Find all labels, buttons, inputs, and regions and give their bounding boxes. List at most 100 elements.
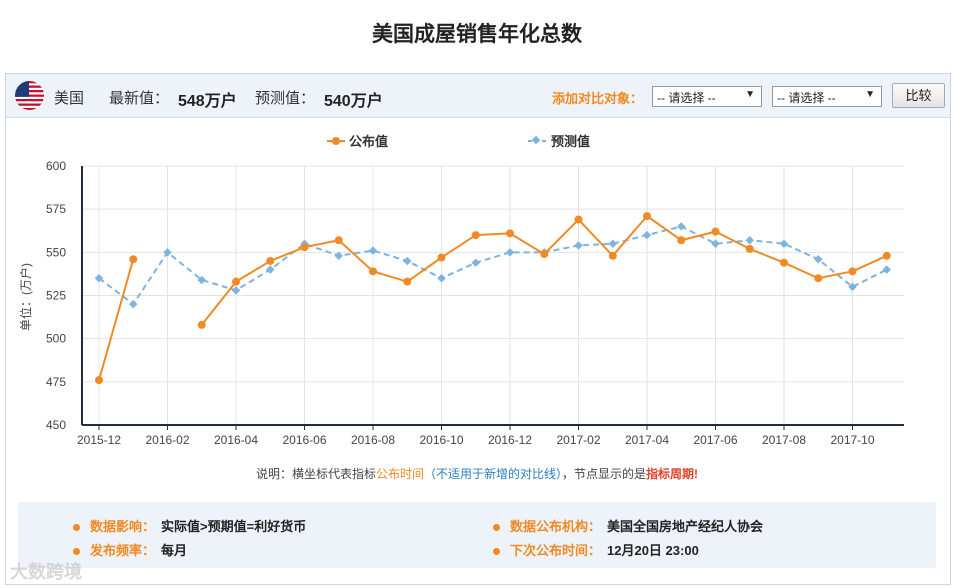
x-tick-label: 2016-06: [282, 433, 326, 447]
data-point: [540, 250, 549, 259]
legend-forecast-marker: [531, 135, 541, 145]
data-point: [780, 258, 788, 267]
series-line: [98, 225, 888, 306]
y-tick-label: 475: [46, 375, 66, 389]
meta-next-release-value: 12月20日 23:00: [607, 543, 699, 558]
meta-frequency-value: 每月: [161, 543, 188, 558]
y-tick-label: 550: [46, 245, 66, 259]
bullet-icon: [493, 548, 500, 556]
chart-note: 说明：横坐标代表指标公布时间（不适用于新增的对比线），节点显示的是指标周期!: [0, 465, 954, 482]
info-bar: 美国 最新值： 548万户 预测值： 540万户 添加对比对象： -- 请选择 …: [6, 74, 950, 118]
data-point: [129, 255, 138, 264]
chart-grid: [82, 165, 904, 425]
data-point: [745, 244, 754, 253]
indicator-card: 美国 最新值： 548万户 预测值： 540万户 添加对比对象： -- 请选择 …: [5, 73, 951, 585]
meta-agency: 数据公布机构： 美国全国房地产经纪人协会: [493, 516, 763, 535]
note-publish-time: 公布时间: [375, 467, 424, 481]
bullet-icon: [73, 548, 80, 556]
data-point: [814, 254, 823, 264]
meta-frequency-label: 发布频率：: [90, 543, 156, 558]
data-point: [403, 256, 412, 266]
data-point: [642, 230, 652, 240]
chart-legend: 公布值 预测值: [327, 134, 590, 149]
data-point: [334, 236, 343, 245]
data-point: [368, 246, 378, 255]
data-point: [129, 299, 138, 309]
data-point: [711, 227, 720, 236]
y-axis-label: 单位：(万户): [18, 263, 33, 331]
meta-next-release-label: 下次公布时间：: [510, 543, 602, 558]
y-tick-label: 600: [46, 159, 66, 173]
compare-select-2-value: -- 请选择 --: [777, 91, 836, 105]
y-tick-label: 575: [46, 202, 66, 216]
data-point: [300, 243, 309, 252]
x-tick-label: 2016-10: [419, 433, 463, 447]
latest-value: 548万户: [178, 93, 237, 110]
us-flag-icon: [15, 81, 44, 110]
forecast-value: 540万户: [324, 93, 383, 110]
series-line: [98, 258, 135, 381]
x-tick-label: 2015-12: [77, 433, 121, 447]
meta-frequency: 发布频率： 每月: [73, 540, 187, 559]
data-point: [677, 236, 686, 245]
data-point: [779, 239, 789, 248]
compare-select-1[interactable]: -- 请选择 -- ▼: [652, 86, 762, 107]
data-point: [574, 215, 583, 224]
note-period: 指标周期!: [646, 467, 699, 481]
x-tick-label: 2017-04: [625, 433, 669, 447]
compare-select-2[interactable]: -- 请选择 -- ▼: [772, 86, 882, 107]
y-tick-label: 450: [46, 418, 66, 432]
line-chart: 公布值 预测值 450 475 500 525 550 575 600 2015-12 201…: [18, 134, 904, 447]
data-point: [608, 239, 617, 248]
data-point: [197, 320, 206, 329]
legend-actual-label[interactable]: 公布值: [349, 134, 388, 149]
y-axis: 450 475 500 525 550 575 600: [46, 159, 83, 432]
data-point: [882, 251, 891, 260]
data-point: [232, 277, 240, 286]
data-point: [745, 236, 754, 245]
bullet-icon: [73, 524, 80, 532]
x-tick-label: 2017-06: [693, 433, 737, 447]
compare-select-1-value: -- 请选择 --: [657, 91, 716, 105]
compare-label: 添加对比对象：: [552, 91, 644, 106]
data-point: [471, 258, 480, 267]
meta-next-release: 下次公布时间： 12月20日 23:00: [493, 540, 699, 559]
meta-impact: 数据影响： 实际值>预期值=利好货币: [73, 516, 306, 535]
country-name: 美国: [54, 90, 85, 107]
data-point: [231, 286, 241, 295]
data-point: [643, 212, 651, 221]
x-tick-label: 2017-02: [556, 433, 600, 447]
indicator-meta: 数据影响： 实际值>预期值=利好货币 数据公布机构： 美国全国房地产经纪人协会 发布…: [18, 502, 936, 568]
data-point: [163, 248, 172, 257]
data-point: [848, 267, 857, 276]
data-point: [711, 239, 720, 248]
forecast-label: 预测值：: [255, 90, 316, 107]
chevron-down-icon: ▼: [745, 89, 755, 100]
legend-actual-marker: [332, 137, 340, 145]
page-title: 美国成屋销售年化总数: [372, 23, 582, 46]
legend-forecast-label[interactable]: 预测值: [551, 134, 590, 149]
note-paren: （不适用于新增的对比线）: [424, 467, 563, 481]
data-point: [266, 265, 275, 274]
data-point: [471, 231, 480, 240]
data-point: [574, 241, 583, 250]
data-point: [437, 253, 446, 262]
data-point: [334, 251, 343, 261]
data-point: [882, 265, 891, 274]
note-prefix: 说明：横坐标代表指标: [255, 467, 376, 481]
x-tick-label: 2016-04: [214, 433, 258, 447]
meta-agency-label: 数据公布机构：: [510, 519, 602, 534]
data-point: [506, 229, 514, 238]
latest-label: 最新值：: [109, 90, 170, 107]
data-point: [266, 256, 275, 265]
meta-agency-value: 美国全国房地产经纪人协会: [607, 519, 764, 534]
x-tick-label: 2017-10: [830, 433, 874, 447]
x-tick-label: 2016-12: [488, 433, 532, 447]
data-point: [437, 273, 446, 283]
y-tick-label: 500: [46, 332, 66, 346]
data-point: [197, 275, 206, 285]
y-tick-label: 525: [46, 289, 66, 303]
meta-impact-label: 数据影响：: [90, 519, 156, 534]
compare-button[interactable]: 比较: [892, 83, 945, 108]
bullet-icon: [493, 524, 500, 532]
